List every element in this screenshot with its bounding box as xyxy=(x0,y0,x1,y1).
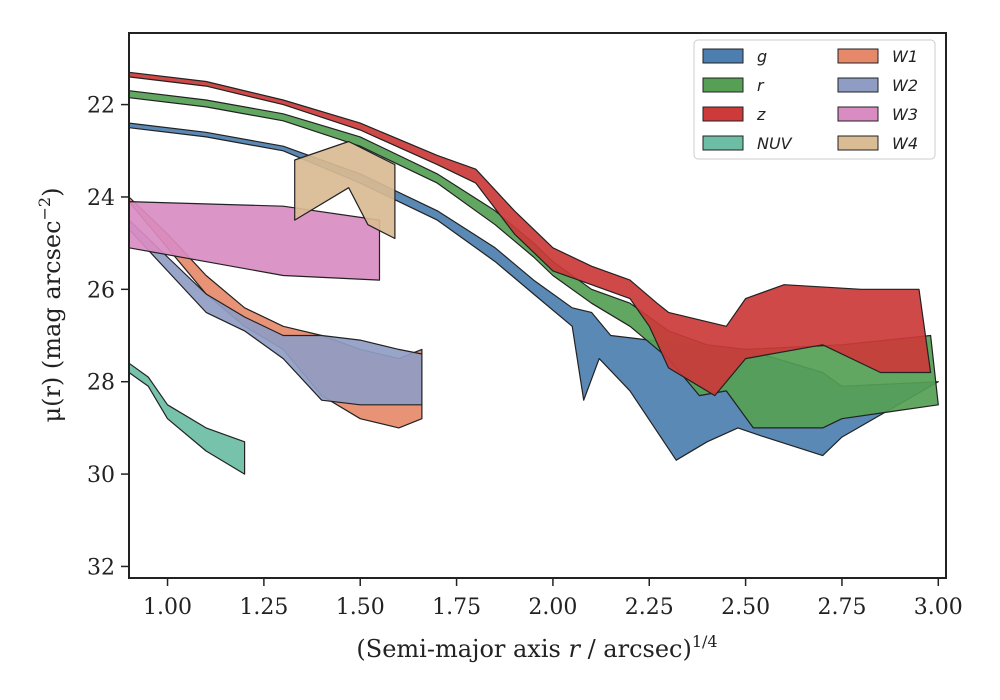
x-axis-label: (Semi-major axis r / arcsec)1/4 xyxy=(356,632,717,663)
legend-swatch-r xyxy=(702,77,744,93)
legend: grz NUV W1 W2 W3 W4 xyxy=(693,39,936,160)
legend-box xyxy=(693,39,936,160)
x-tick-label: 1.25 xyxy=(239,595,288,620)
y-tick-label: 22 xyxy=(87,94,115,119)
legend-items: grz NUV W1 W2 W3 W4 xyxy=(702,47,918,153)
legend-swatch-w4 xyxy=(837,135,879,151)
x-tick-label: 1.75 xyxy=(432,595,481,620)
x-tick-label: 2.25 xyxy=(625,595,674,620)
plot-frame xyxy=(128,32,947,579)
tick-layer: 1.00 1.25 1.50 1.75 2.00 2.25 2.50 2.75 3.00 22 24… xyxy=(87,94,963,620)
y-tick-label: 28 xyxy=(87,371,115,396)
band-z xyxy=(128,71,932,397)
x-tick-label: 2.75 xyxy=(817,595,866,620)
legend-label-r: r xyxy=(757,76,765,95)
x-tick-label: 2.50 xyxy=(721,595,770,620)
legend-label-w4: W4 xyxy=(892,134,918,153)
legend-swatch-g xyxy=(702,48,744,64)
legend-label-z: z xyxy=(756,105,766,124)
x-tick-label: 1.50 xyxy=(336,595,385,620)
x-tick-label: 2.00 xyxy=(528,595,577,620)
y-tick-label: 24 xyxy=(87,186,115,211)
legend-label-w3: W3 xyxy=(892,105,918,124)
legend-swatch-z xyxy=(702,106,744,122)
legend-swatch-nuv xyxy=(702,135,744,151)
band-nuv xyxy=(128,362,246,475)
legend-label-w2: W2 xyxy=(892,76,918,95)
legend-label-w1: W1 xyxy=(892,47,918,66)
y-tick-label: 30 xyxy=(87,463,115,488)
x-tick-label: 3.00 xyxy=(914,595,963,620)
x-tick-label: 1.00 xyxy=(143,595,192,620)
y-tick-label: 32 xyxy=(87,555,115,580)
y-tick-label: 26 xyxy=(87,278,115,303)
legend-label-nuv: NUV xyxy=(757,134,793,153)
band-w2 xyxy=(128,219,423,406)
legend-swatch-w1 xyxy=(837,48,879,64)
legend-swatch-w2 xyxy=(837,77,879,93)
y-axis-label: μ(r) (mag arcsec−2) xyxy=(35,188,66,423)
band-w4 xyxy=(294,140,396,240)
x-axis-label-variable: r xyxy=(568,635,581,663)
band-layer xyxy=(128,71,939,475)
x-axis-label-exponent: 1/4 xyxy=(692,632,718,651)
y-axis-label-exponent: −2 xyxy=(35,197,54,221)
legend-label-g: g xyxy=(757,47,767,66)
legend-swatch-w3 xyxy=(837,106,879,122)
